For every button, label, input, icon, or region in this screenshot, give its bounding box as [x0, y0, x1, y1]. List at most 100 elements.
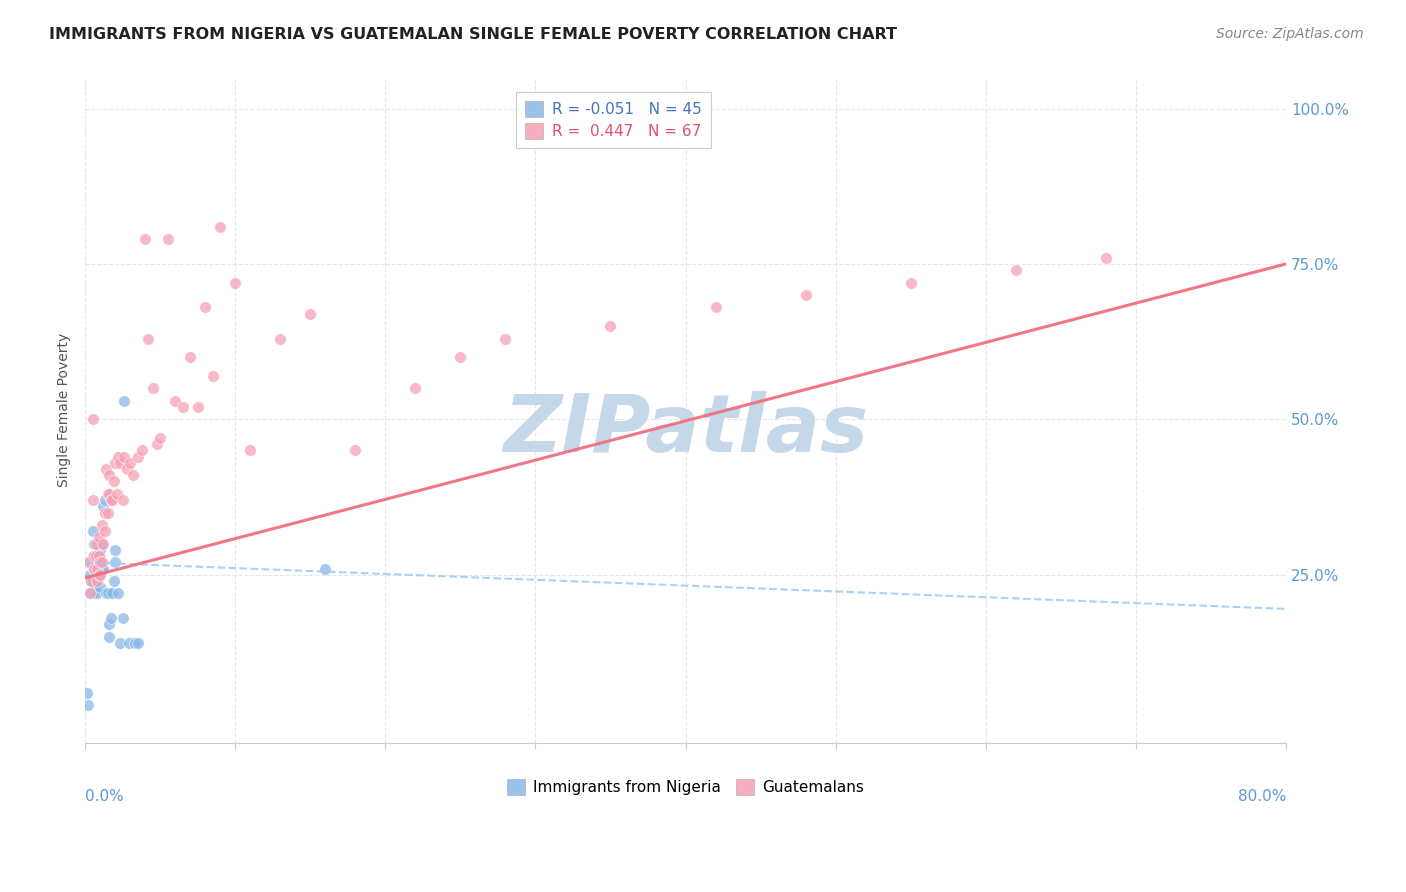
Point [93, 506, 115, 520]
Point [90, 536, 112, 550]
Point [89, 580, 111, 594]
Point [97, 487, 120, 501]
Point [344, 443, 367, 458]
Point [104, 456, 127, 470]
Point [101, 586, 124, 600]
Point [108, 456, 131, 470]
Point [127, 636, 149, 650]
Point [314, 561, 336, 575]
Point [97, 506, 120, 520]
Point [76, 686, 98, 700]
Point [127, 450, 149, 464]
Point [82, 549, 104, 563]
Point [98, 487, 121, 501]
Point [112, 450, 135, 464]
Point [98, 617, 121, 632]
Point [1095, 251, 1118, 265]
Point [136, 332, 159, 346]
Point [299, 307, 322, 321]
Point [79, 567, 101, 582]
Point [86, 574, 108, 588]
Point [105, 487, 128, 501]
Point [80, 574, 103, 588]
Point [89, 555, 111, 569]
Point [794, 288, 817, 302]
Point [112, 393, 135, 408]
Point [209, 219, 232, 234]
Point [103, 475, 125, 489]
Point [84, 580, 107, 594]
Point [77, 698, 100, 713]
Point [86, 586, 108, 600]
Point [94, 586, 117, 600]
Point [187, 400, 209, 414]
Point [86, 574, 108, 588]
Point [91, 500, 114, 514]
Point [89, 567, 111, 582]
Point [149, 431, 172, 445]
Point [599, 319, 621, 334]
Point [100, 493, 122, 508]
Point [79, 586, 101, 600]
Point [239, 443, 262, 458]
Point [84, 567, 107, 582]
Point [111, 611, 134, 625]
Point [89, 542, 111, 557]
Point [120, 456, 142, 470]
Legend: Immigrants from Nigeria, Guatemalans: Immigrants from Nigeria, Guatemalans [501, 773, 870, 801]
Point [172, 400, 194, 414]
Point [83, 586, 105, 600]
Point [90, 518, 112, 533]
Point [83, 549, 105, 563]
Point [194, 301, 217, 315]
Point [80, 555, 103, 569]
Point [93, 524, 115, 539]
Point [91, 536, 114, 550]
Point [84, 567, 107, 582]
Text: Source: ZipAtlas.com: Source: ZipAtlas.com [1216, 27, 1364, 41]
Point [131, 443, 153, 458]
Point [449, 350, 471, 364]
Point [93, 493, 115, 508]
Point [79, 586, 101, 600]
Point [94, 462, 117, 476]
Point [111, 493, 134, 508]
Point [104, 555, 127, 569]
Point [90, 561, 112, 575]
Point [87, 567, 110, 582]
Point [87, 549, 110, 563]
Point [117, 636, 139, 650]
Point [494, 332, 516, 346]
Point [134, 232, 156, 246]
Point [80, 574, 103, 588]
Point [86, 561, 108, 575]
Point [107, 450, 129, 464]
Point [98, 630, 121, 644]
Point [201, 368, 224, 383]
Y-axis label: Single Female Poverty: Single Female Poverty [58, 333, 72, 487]
Point [104, 542, 127, 557]
Point [165, 393, 187, 408]
Point [1004, 263, 1026, 277]
Text: IMMIGRANTS FROM NIGERIA VS GUATEMALAN SINGLE FEMALE POVERTY CORRELATION CHART: IMMIGRANTS FROM NIGERIA VS GUATEMALAN SI… [49, 27, 897, 42]
Point [269, 332, 291, 346]
Point [84, 549, 107, 563]
Point [82, 493, 104, 508]
Point [83, 561, 105, 575]
Point [156, 232, 179, 246]
Point [103, 574, 125, 588]
Point [100, 611, 122, 625]
Point [98, 468, 121, 483]
Point [82, 412, 104, 426]
Point [146, 437, 169, 451]
Point [704, 301, 727, 315]
Point [87, 549, 110, 563]
Point [142, 381, 165, 395]
Point [82, 524, 104, 539]
Point [84, 536, 107, 550]
Point [124, 636, 146, 650]
Point [115, 462, 138, 476]
Point [89, 567, 111, 582]
Point [91, 561, 114, 575]
Point [82, 574, 104, 588]
